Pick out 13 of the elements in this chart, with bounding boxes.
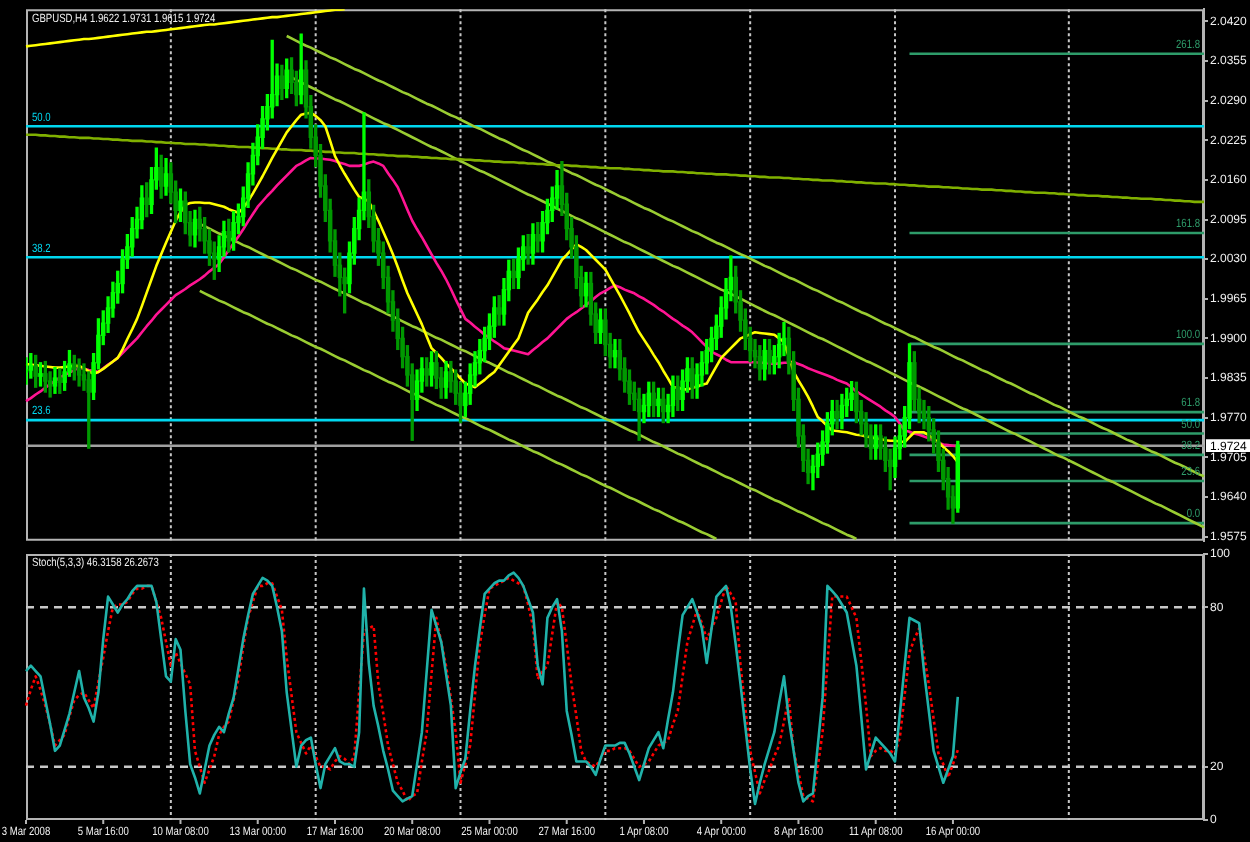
- candlestick: [525, 234, 531, 265]
- candlestick: [429, 351, 434, 387]
- candlestick: [598, 308, 603, 344]
- candlestick: [767, 338, 772, 375]
- candlestick: [38, 362, 43, 387]
- candlestick: [511, 258, 516, 290]
- candlestick: [231, 210, 236, 251]
- candlestick: [76, 358, 82, 387]
- candlestick: [651, 381, 656, 418]
- candlestick: [656, 387, 661, 418]
- candlestick: [849, 381, 854, 411]
- candlestick: [496, 295, 502, 326]
- candlestick: [178, 188, 183, 223]
